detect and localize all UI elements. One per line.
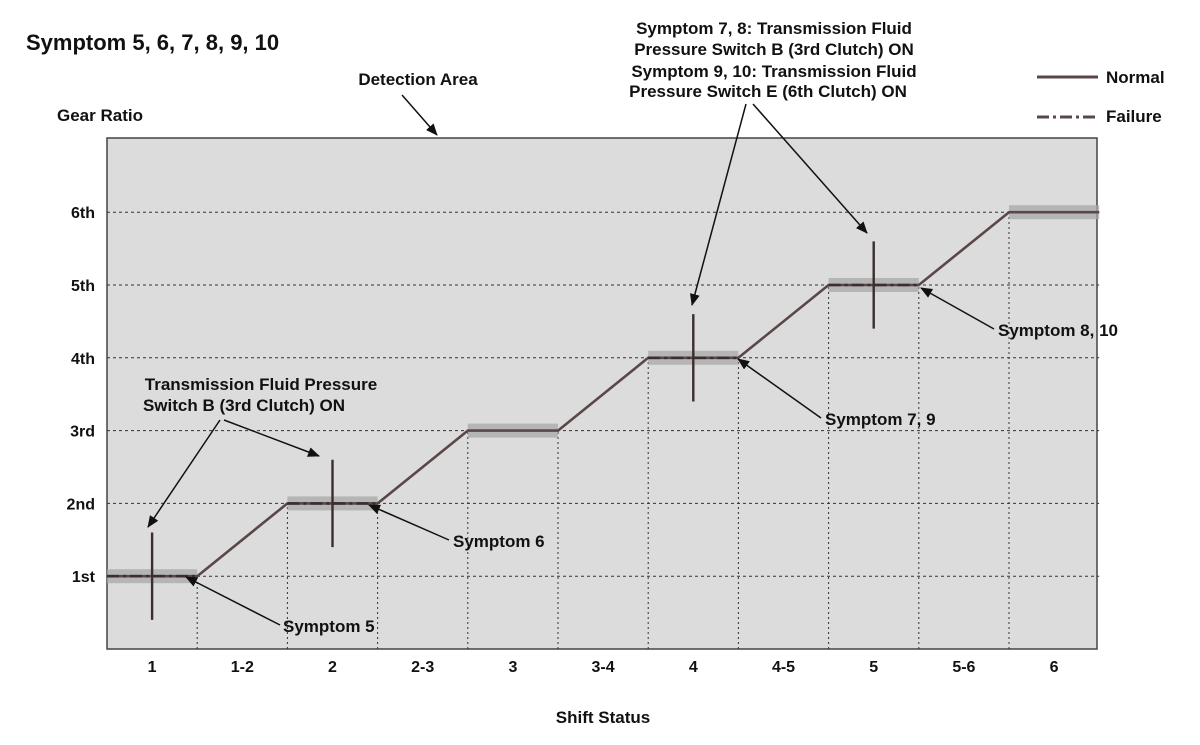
x-axis-label: Shift Status xyxy=(556,708,650,727)
top-annotation-arrow-right xyxy=(752,103,868,234)
failure-spikes xyxy=(150,241,875,620)
x-tick-1: 1 xyxy=(148,659,157,676)
x-tick-3: 3 xyxy=(508,659,517,676)
x-tick-5-6: 5-6 xyxy=(952,659,975,676)
symptom-5-arrow xyxy=(185,576,281,626)
y-axis-label: Gear Ratio xyxy=(57,106,143,125)
x-tick-4: 4 xyxy=(689,659,698,676)
symptom-5-label: Symptom 5 xyxy=(283,617,375,636)
legend: Normal Failure xyxy=(1037,68,1165,126)
x-tick-6: 6 xyxy=(1050,659,1059,676)
top-annotation-arrow-left xyxy=(690,103,747,306)
y-tick-2nd: 2nd xyxy=(67,496,95,513)
tfps-b-annotation: Transmission Fluid Pressure Switch B (3r… xyxy=(143,375,377,415)
x-tick-3-4: 3-4 xyxy=(592,659,615,676)
tfps-b-line-2: Switch B (3rd Clutch) ON xyxy=(143,396,345,415)
x-tick-4-5: 4-5 xyxy=(772,659,795,676)
symptom-6-label: Symptom 6 xyxy=(453,532,545,551)
symptom-7-9-arrow xyxy=(737,358,822,419)
top-annotation-line-2: Pressure Switch B (3rd Clutch) ON xyxy=(634,40,914,59)
y-tick-1st: 1st xyxy=(72,569,96,586)
normal-series-line xyxy=(107,210,1100,578)
legend-failure-label: Failure xyxy=(1106,107,1162,126)
y-tick-3rd: 3rd xyxy=(70,424,95,441)
tfps-b-arrow-right xyxy=(223,419,320,457)
symptom-8-10-arrow xyxy=(920,287,995,330)
x-tick-2-3: 2-3 xyxy=(411,659,434,676)
y-tick-6th: 6th xyxy=(71,205,95,222)
y-tick-5th: 5th xyxy=(71,278,95,295)
top-annotation-line-4: Pressure Switch E (6th Clutch) ON xyxy=(629,82,907,101)
series-lines xyxy=(107,210,1100,578)
y-tick-4th: 4th xyxy=(71,351,95,368)
top-annotation-line-3: Symptom 9, 10: Transmission Fluid xyxy=(631,62,916,81)
symptom-6-arrow xyxy=(368,504,450,541)
detection-area-arrow xyxy=(401,94,438,136)
diagram-title: Symptom 5, 6, 7, 8, 9, 10 xyxy=(26,30,279,55)
legend-normal-label: Normal xyxy=(1106,68,1165,87)
x-tick-labels: 1 1-2 2 2-3 3 3-4 4 4-5 5 5-6 6 xyxy=(148,659,1059,676)
x-tick-1-2: 1-2 xyxy=(231,659,254,676)
vertical-gridlines xyxy=(196,212,1010,649)
x-tick-2: 2 xyxy=(328,659,337,676)
tfps-b-arrow-left xyxy=(147,419,221,528)
detection-area-label: Detection Area xyxy=(358,70,478,89)
x-tick-5: 5 xyxy=(869,659,878,676)
top-annotation: Symptom 7, 8: Transmission Fluid Pressur… xyxy=(629,19,917,101)
y-tick-labels: 1st 2nd 3rd 4th 5th 6th xyxy=(67,205,96,586)
symptom-8-10-label: Symptom 8, 10 xyxy=(998,321,1118,340)
tfps-b-line-1: Transmission Fluid Pressure xyxy=(145,375,377,394)
top-annotation-line-1: Symptom 7, 8: Transmission Fluid xyxy=(636,19,912,38)
symptom-7-9-label: Symptom 7, 9 xyxy=(825,410,936,429)
